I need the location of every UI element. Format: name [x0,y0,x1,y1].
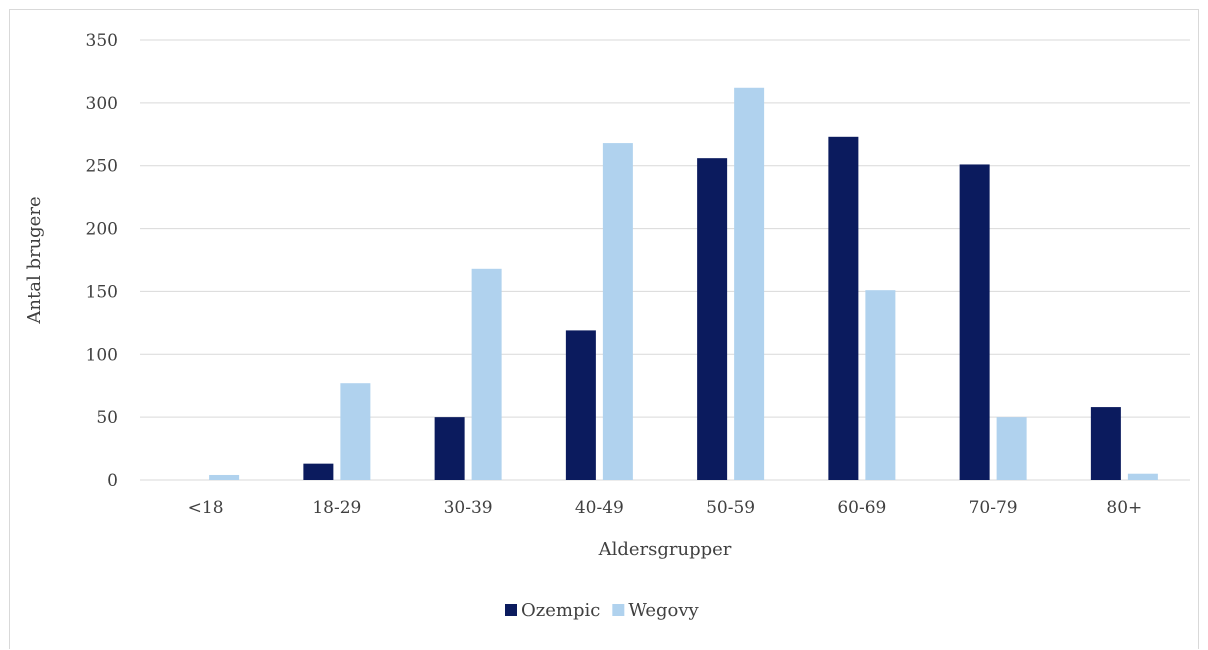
x-tick-label: <18 [188,498,224,518]
bar-wegovy-<18 [209,474,240,480]
bar-ozempic-30-39 [434,417,465,480]
bar-wegovy-60-69 [865,290,896,480]
y-tick-label: 250 [86,157,118,177]
x-tick-label: 80+ [1106,498,1142,518]
legend-swatch-wegovy [612,604,625,616]
x-axis-ticks: <18 18-29 30-39 40-49 50-59 60-69 70-79 80+ [188,498,1143,518]
gridlines [140,39,1190,418]
bar-ozempic-18-29 [303,463,334,480]
legend-swatch-ozempic [505,604,517,616]
bar-ozempic-40-49 [565,330,596,480]
legend: Ozempic Wegovy [505,600,700,621]
bar-wegovy-30-39 [471,268,502,480]
y-tick-label: 100 [86,345,118,365]
y-tick-label: 300 [86,94,118,114]
legend-label-ozempic: Ozempic [521,600,600,621]
y-tick-label: 0 [107,471,118,491]
bar-wegovy-18-29 [340,383,371,480]
x-tick-label: 50-59 [706,498,755,518]
bar-ozempic-70-79 [959,164,990,480]
legend-label-wegovy: Wegovy [628,600,699,621]
bar-wegovy-40-49 [602,143,633,481]
x-tick-label: 40-49 [575,498,624,518]
bar-ozempic-50-59 [697,158,728,480]
x-tick-label: 70-79 [969,498,1018,518]
bar-wegovy-50-59 [734,87,765,481]
y-axis-ticks: 0 50 100 150 200 250 300 350 [86,31,118,491]
x-tick-label: 60-69 [837,498,886,518]
x-tick-label: 18-29 [312,498,361,518]
bar-ozempic-60-69 [828,136,859,481]
bar-ozempic-80+ [1090,407,1121,480]
y-tick-label: 200 [86,220,118,240]
bars [209,87,1158,481]
y-tick-label: 150 [86,282,118,302]
bar-wegovy-80+ [1127,473,1158,480]
y-axis-title: Antal brugere [24,196,45,324]
bar-wegovy-70-79 [996,417,1027,480]
x-tick-label: 30-39 [444,498,493,518]
x-axis-title: Aldersgrupper [598,539,732,560]
y-tick-label: 350 [86,31,118,51]
y-tick-label: 50 [96,408,118,428]
